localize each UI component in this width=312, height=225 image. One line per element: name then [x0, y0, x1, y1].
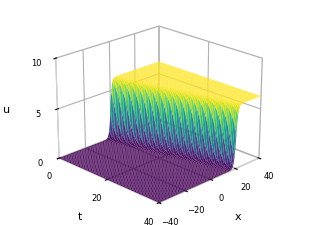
X-axis label: x: x — [235, 211, 241, 221]
Y-axis label: t: t — [78, 211, 82, 221]
